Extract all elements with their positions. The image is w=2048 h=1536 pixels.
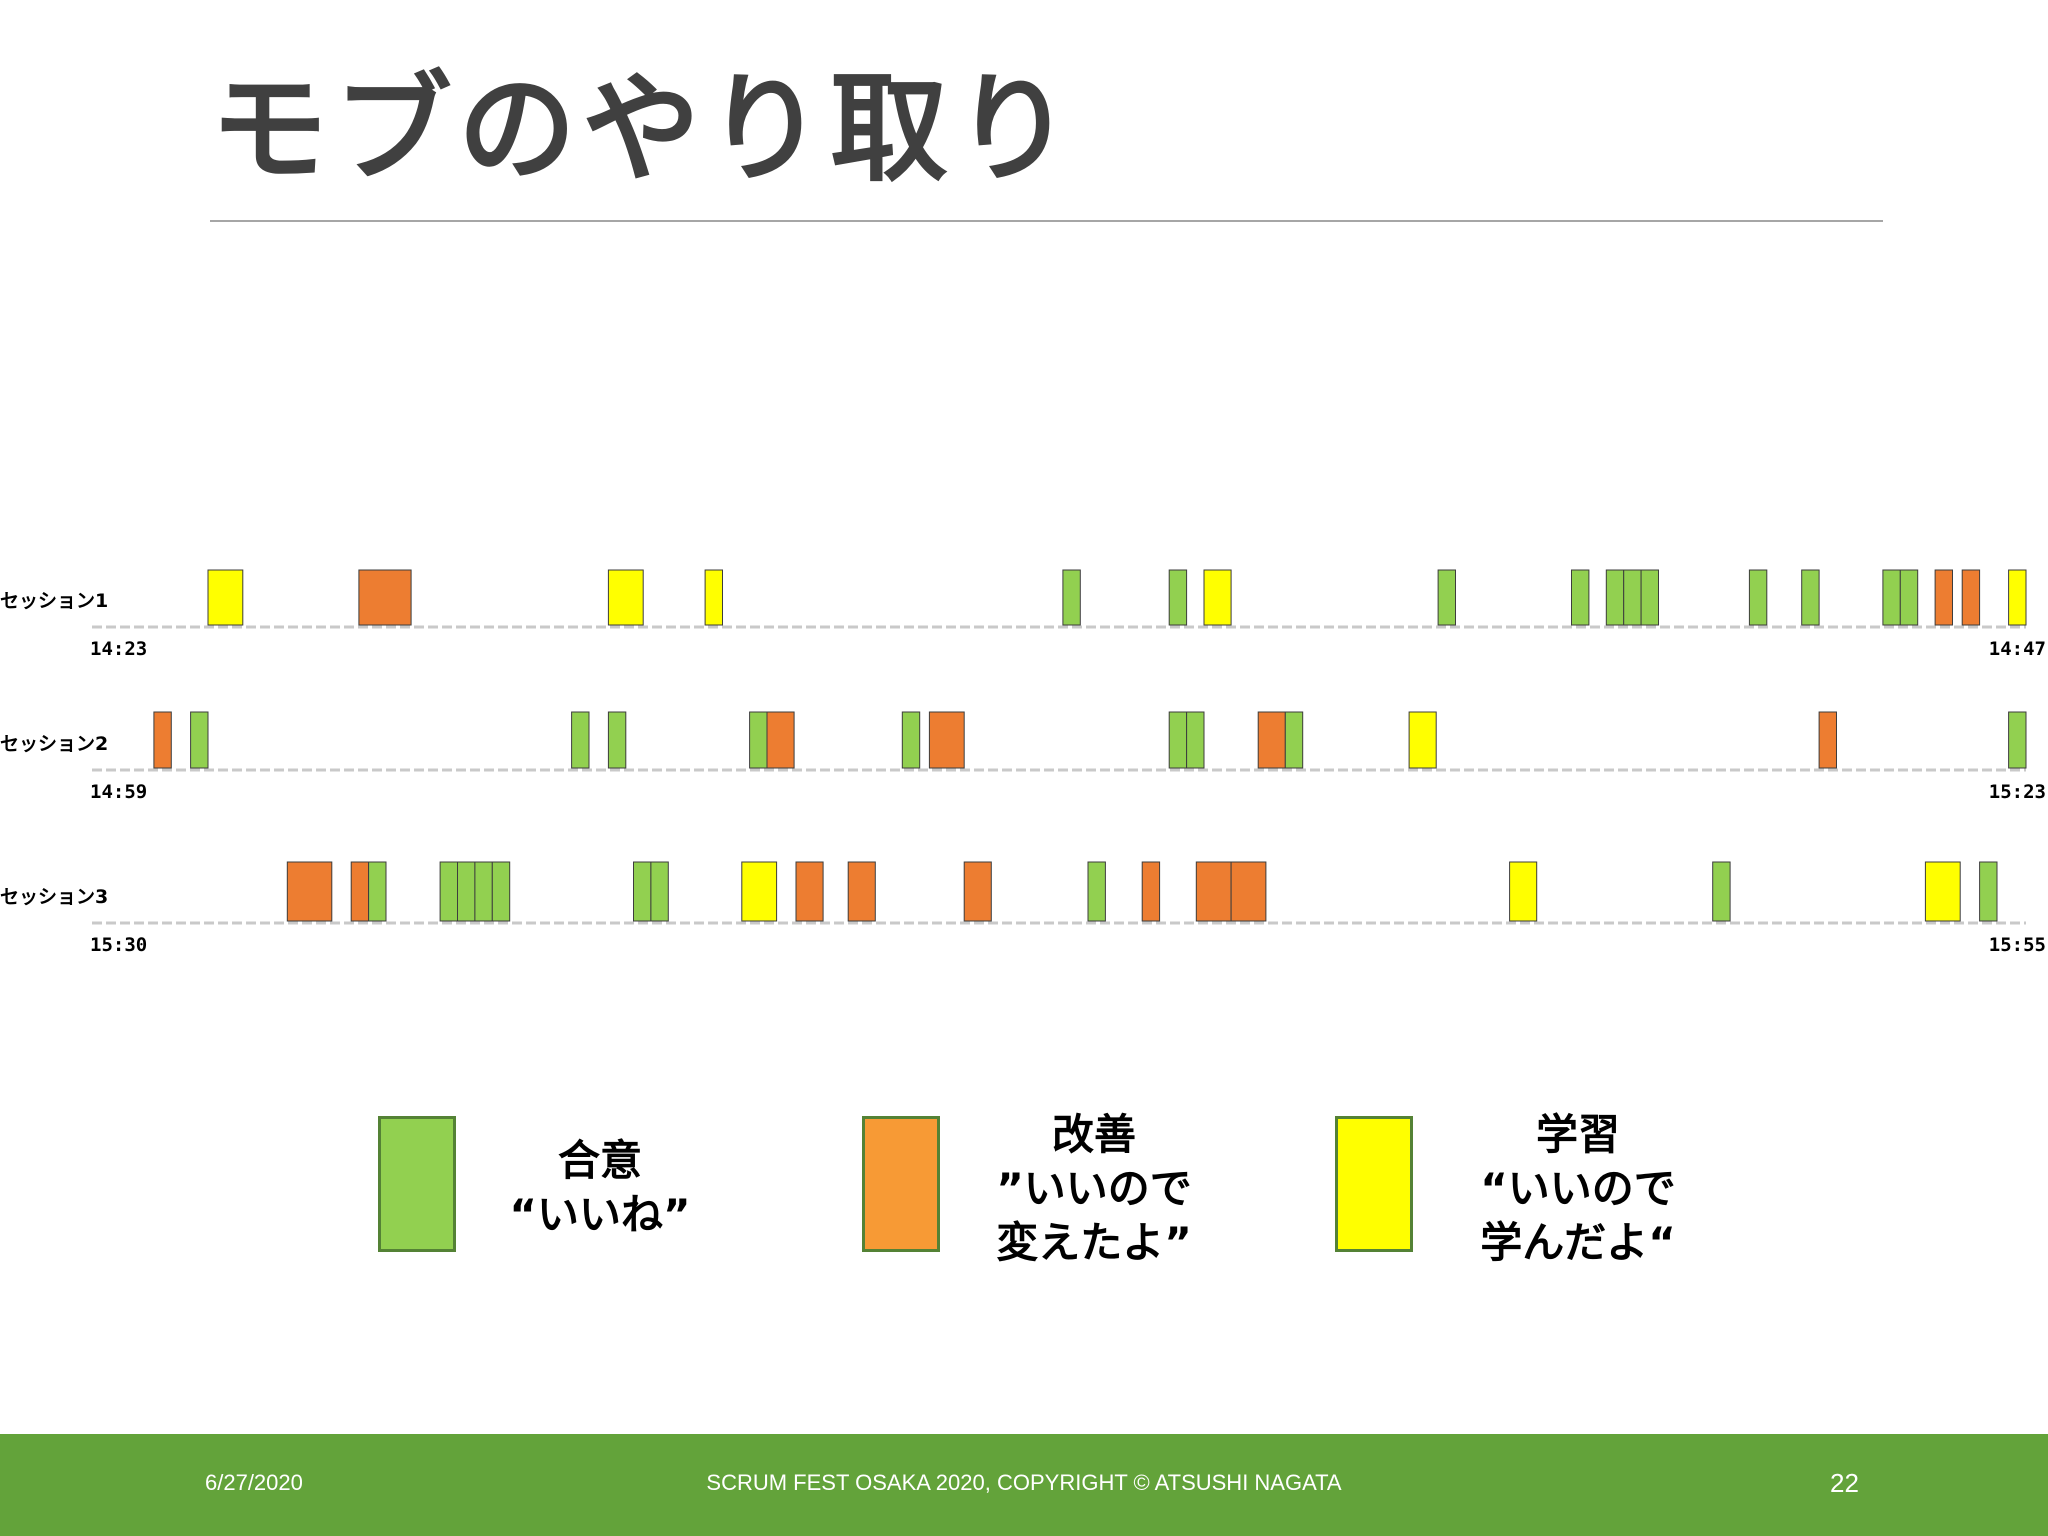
- title-divider: [210, 220, 1883, 222]
- event-bar-agree: [457, 861, 476, 922]
- event-bar-agree: [650, 861, 669, 922]
- event-bar-learn: [704, 569, 723, 626]
- legend-label-learn: 学習 “いいので 学んだよ“: [1480, 1110, 1676, 1267]
- event-bar-agree: [474, 861, 493, 922]
- session-start-time: 14:23: [90, 638, 147, 660]
- session-2: セッション2 14:59 15:23: [0, 711, 2046, 803]
- session-end-time: 14:47: [1989, 638, 2046, 660]
- event-bar-improve: [928, 711, 965, 769]
- legend-swatch-improve: [862, 1116, 940, 1252]
- event-bar-agree: [1712, 861, 1731, 922]
- event-bar-improve: [1141, 861, 1161, 922]
- legend-label-agree: 合意 “いいね”: [509, 1136, 691, 1239]
- event-bar-improve: [847, 861, 876, 922]
- event-bar-learn: [1509, 861, 1538, 922]
- event-bar-agree: [1437, 569, 1456, 626]
- event-bar-agree: [1640, 569, 1659, 626]
- event-bar-agree: [439, 861, 459, 922]
- event-bar-learn: [1203, 569, 1232, 626]
- event-bar-learn: [1408, 711, 1437, 769]
- event-bar-improve: [1934, 569, 1953, 626]
- event-bar-agree: [1623, 569, 1642, 626]
- event-bar-learn: [2008, 569, 2027, 626]
- footer-bar: 6/27/2020 SCRUM FEST OSAKA 2020, COPYRIG…: [0, 1434, 2048, 1536]
- event-bar-agree: [1571, 569, 1590, 626]
- session-start-time: 15:30: [90, 934, 147, 956]
- event-bar-improve: [1818, 711, 1837, 769]
- session-label: セッション1: [0, 590, 108, 612]
- event-bar-agree: [1168, 569, 1188, 626]
- event-bar-improve: [1230, 861, 1267, 922]
- event-bar-improve: [766, 711, 795, 769]
- session-end-time: 15:23: [1989, 781, 2046, 803]
- event-bar-improve: [963, 861, 992, 922]
- legend-label-improve: 改善 ”いいので 変えたよ”: [996, 1110, 1192, 1267]
- footer-page-number: 22: [1830, 1468, 1859, 1498]
- event-bar-agree: [607, 711, 627, 769]
- event-bar-improve: [1961, 569, 1981, 626]
- event-bar-agree: [901, 711, 921, 769]
- event-bar-agree: [1087, 861, 1106, 922]
- session-3: セッション3 15:30 15:55: [0, 861, 2046, 956]
- event-bar-learn: [741, 861, 778, 922]
- event-bar-improve: [350, 861, 370, 922]
- footer-date: 6/27/2020: [205, 1470, 303, 1495]
- legend-swatch-agree: [378, 1116, 456, 1252]
- event-bar-agree: [1979, 861, 1998, 922]
- session-end-time: 15:55: [1989, 934, 2046, 956]
- event-bar-learn: [607, 569, 644, 626]
- footer-copyright: SCRUM FEST OSAKA 2020, COPYRIGHT © ATSUS…: [706, 1470, 1342, 1495]
- session-1: セッション1 14:23 14:47: [0, 569, 2046, 660]
- event-bar-improve: [286, 861, 333, 922]
- event-bar-learn: [1924, 861, 1961, 922]
- event-bar-agree: [2008, 711, 2027, 769]
- timeline-chart: セッション1 14:23 14:47 セッション2 14:59 15:23 セッション3 15…: [0, 569, 2046, 956]
- event-bar-agree: [1801, 569, 1820, 626]
- event-bar-agree: [1899, 569, 1919, 626]
- event-bar-agree: [190, 711, 209, 769]
- event-bar-agree: [1748, 569, 1768, 626]
- session-label: セッション3: [0, 886, 108, 908]
- event-bar-improve: [358, 569, 412, 626]
- event-bar-agree: [1186, 711, 1205, 769]
- event-bar-agree: [571, 711, 590, 769]
- event-bar-agree: [1284, 711, 1304, 769]
- event-bar-agree: [1605, 569, 1625, 626]
- legend-swatch-learn: [1335, 1116, 1413, 1252]
- event-bar-agree: [491, 861, 511, 922]
- event-bar-agree: [1062, 569, 1081, 626]
- event-bar-agree: [633, 861, 652, 922]
- event-bar-improve: [1195, 861, 1232, 922]
- event-bar-agree: [749, 711, 768, 769]
- session-start-time: 14:59: [90, 781, 147, 803]
- session-label: セッション2: [0, 733, 108, 755]
- event-bar-improve: [153, 711, 172, 769]
- event-bar-improve: [1257, 711, 1286, 769]
- event-bar-agree: [1882, 569, 1901, 626]
- event-bar-learn: [207, 569, 244, 626]
- event-bar-agree: [368, 861, 387, 922]
- page-title: モブのやり取り: [210, 60, 1079, 198]
- event-bar-agree: [1168, 711, 1188, 769]
- event-bar-improve: [795, 861, 824, 922]
